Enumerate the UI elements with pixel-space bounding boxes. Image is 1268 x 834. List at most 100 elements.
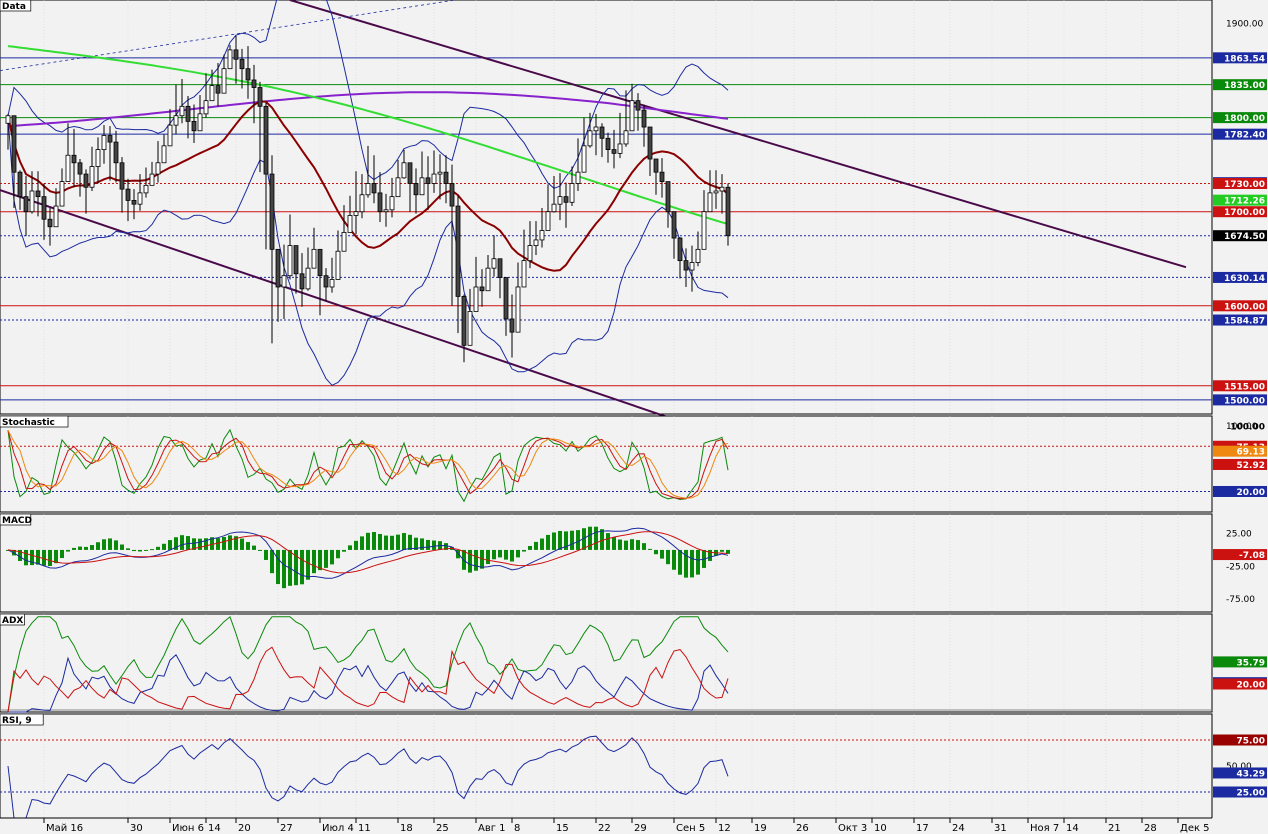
macd-histogram-bar xyxy=(198,538,202,550)
candle xyxy=(365,145,371,198)
macd-histogram-bar xyxy=(354,540,358,550)
macd-histogram-bar xyxy=(228,535,232,550)
macd-histogram-bar xyxy=(612,537,616,550)
price-label-text: 1700.00 xyxy=(1224,208,1265,218)
macd-histogram-bar xyxy=(48,549,52,566)
x-tick-label: Авг 1 xyxy=(478,823,506,834)
candle xyxy=(329,257,335,293)
candle xyxy=(503,277,509,336)
macd-histogram-bar xyxy=(96,542,100,550)
macd-histogram-bar xyxy=(84,546,88,550)
price-label-text: 1515.00 xyxy=(1224,382,1265,392)
price-label-text: 1674.50 xyxy=(1224,232,1265,242)
panel-title: MACD xyxy=(2,516,32,526)
price-label-text: 20.00 xyxy=(1237,488,1265,498)
candle xyxy=(725,183,731,246)
price-label: 100.00 xyxy=(1230,422,1265,432)
macd-histogram-bar xyxy=(432,540,436,550)
macd-histogram-bar xyxy=(102,539,106,550)
candle xyxy=(659,158,665,198)
candle xyxy=(167,109,173,147)
macd-histogram-bar xyxy=(516,549,520,558)
candle xyxy=(353,171,359,235)
price-label: 43.29 xyxy=(1213,767,1267,779)
candle xyxy=(497,258,503,299)
candle xyxy=(173,84,179,135)
macd-histogram-bar xyxy=(90,545,94,550)
macd-histogram-bar xyxy=(426,539,430,550)
panel-macd: 25.00 -25.00 -75.00 MACD -7.08 xyxy=(0,513,1267,613)
candle xyxy=(323,268,329,302)
axis-tick-label: -75.00 xyxy=(1226,595,1255,605)
macd-histogram-bar xyxy=(372,532,376,550)
macd-histogram-bar xyxy=(192,538,196,550)
candle xyxy=(677,237,683,279)
candle xyxy=(701,190,707,250)
x-tick-label: Июл 4 xyxy=(322,823,354,834)
macd-histogram-bar xyxy=(378,533,382,550)
axis-tick-label: 50.00 xyxy=(1226,762,1252,772)
macd-histogram-bar xyxy=(348,545,352,550)
candle xyxy=(83,169,89,214)
x-tick-label: 29 xyxy=(634,823,647,834)
macd-histogram-bar xyxy=(678,549,682,575)
price-label-text: 25.00 xyxy=(1237,789,1265,799)
price-label: 75.00 xyxy=(1213,734,1267,747)
candle xyxy=(221,54,227,94)
x-tick-label: 18 xyxy=(400,823,413,834)
macd-histogram-bar xyxy=(234,536,238,550)
macd-histogram-bar xyxy=(240,538,244,550)
macd-histogram-bar xyxy=(300,549,304,585)
price-label: 1782.40 xyxy=(1213,128,1267,141)
candle xyxy=(95,137,101,184)
panel-title: ADX xyxy=(2,616,23,626)
price-label: 35.79 xyxy=(1213,656,1267,668)
di-minus-line xyxy=(7,646,729,713)
price-label-text: 1800.00 xyxy=(1224,114,1265,124)
macd-histogram-bar xyxy=(318,549,322,571)
candle xyxy=(641,104,647,147)
macd-histogram-bar xyxy=(174,537,178,550)
macd-histogram-bar xyxy=(216,538,220,550)
candle xyxy=(161,134,167,164)
axis-tick-label: 25.00 xyxy=(1226,530,1252,540)
x-tick-label: Дек 5 xyxy=(1180,823,1210,834)
macd-histogram-bar xyxy=(582,528,586,550)
x-tick-label: 11 xyxy=(358,823,371,834)
candle xyxy=(647,126,653,176)
macd-histogram-bar xyxy=(528,546,532,550)
candle xyxy=(347,195,353,233)
candle xyxy=(437,154,443,200)
candle xyxy=(125,178,131,222)
macd-histogram-bar xyxy=(360,536,364,550)
price-label: 69.13 xyxy=(1213,445,1267,458)
macd-histogram-bar xyxy=(720,549,724,552)
candle xyxy=(509,294,515,358)
macd-histogram-bar xyxy=(390,535,394,550)
candle xyxy=(53,188,59,228)
axis-tick-label: -25.00 xyxy=(1226,562,1255,572)
macd-histogram-bar xyxy=(618,539,622,550)
macd-histogram-bar xyxy=(180,535,184,550)
price-label: 1584.87 xyxy=(1213,314,1267,327)
candle xyxy=(491,235,497,277)
macd-histogram-bar xyxy=(624,540,628,550)
candle xyxy=(377,172,383,223)
candle xyxy=(137,174,143,211)
x-tick-label: 26 xyxy=(796,823,809,834)
candle xyxy=(191,104,197,144)
macd-histogram-bar xyxy=(324,549,328,568)
price-label: 1700.00 xyxy=(1213,206,1267,218)
candle xyxy=(581,117,587,173)
candle xyxy=(695,231,701,267)
macd-histogram-bar xyxy=(510,549,514,562)
x-tick-label: Май 16 xyxy=(46,823,83,834)
price-label: 1800.00 xyxy=(1213,112,1267,124)
candle xyxy=(233,35,239,84)
macd-histogram-bar xyxy=(534,541,538,550)
panel-title: Data xyxy=(2,2,26,12)
x-tick-label: Ноя 7 xyxy=(1030,823,1059,834)
panel-stochastic: 100.0020.00Stochastic100.0075.1369.1352.… xyxy=(0,415,1267,513)
macd-histogram-bar xyxy=(654,549,658,555)
candle xyxy=(215,63,221,107)
